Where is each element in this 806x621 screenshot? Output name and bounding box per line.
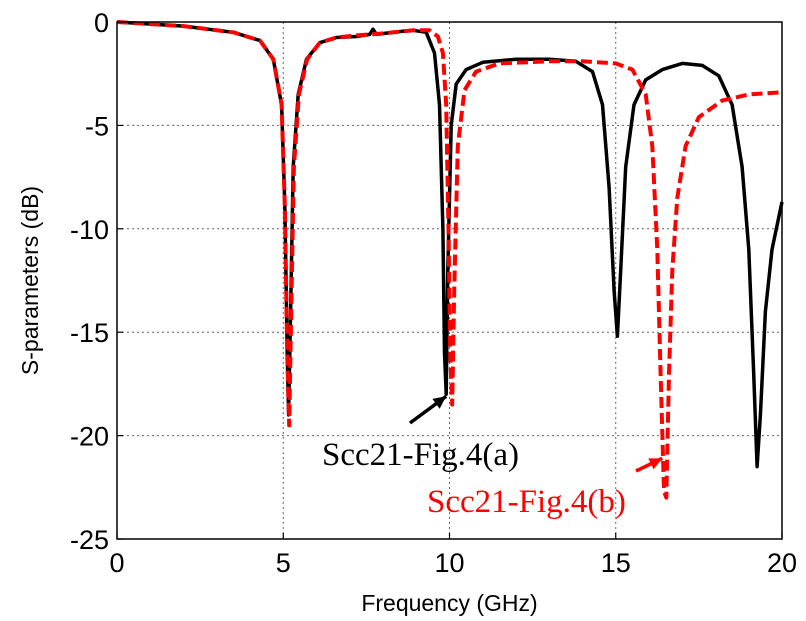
x-tick-label: 10 — [434, 548, 464, 578]
tick-labels: 0 5 10 15 20 0 -5 -10 -15 -20 -25 — [70, 8, 797, 578]
x-tick-label: 0 — [109, 548, 124, 578]
x-tick-label: 15 — [601, 548, 631, 578]
annotation-label: Scc21-Fig.4(a) — [322, 437, 519, 473]
y-tick-label: -10 — [70, 215, 109, 245]
annotation-arrow-head — [648, 458, 663, 470]
y-axis-label: S-parameters (dB) — [17, 186, 43, 375]
plot-frame — [116, 21, 783, 540]
annotations: Scc21-Fig.4(a) Scc21-Fig.4(b) — [322, 394, 664, 520]
annotation-arrow-head — [432, 396, 447, 409]
x-tick-label: 5 — [276, 548, 291, 578]
y-tick-label: -20 — [70, 422, 109, 452]
series-line-fig4b — [116, 20, 783, 500]
x-axis-label: Frequency (GHz) — [361, 590, 537, 616]
annotation-label: Scc21-Fig.4(b) — [427, 484, 626, 520]
y-tick-label: 0 — [94, 8, 109, 38]
y-tick-label: -5 — [85, 111, 109, 141]
y-tick-label: -15 — [70, 318, 109, 348]
series-lines — [116, 20, 784, 500]
x-tick-label: 20 — [767, 548, 797, 578]
y-tick-label: -25 — [70, 525, 109, 555]
